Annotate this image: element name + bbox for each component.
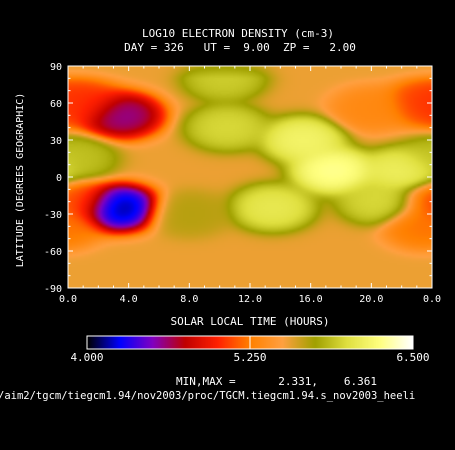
colorbar — [86, 335, 414, 350]
x-tick-label: 0.0 — [59, 294, 77, 305]
colorbar-max-label: 6.500 — [396, 351, 430, 364]
y-tick-label: -60 — [44, 247, 62, 258]
x-tick-label: 0.0 — [423, 294, 441, 305]
y-tick-label: 60 — [50, 99, 62, 110]
colorbar-mid-label: 5.250 — [233, 351, 267, 364]
x-tick-label: 20.0 — [359, 294, 383, 305]
file-path: /aim2/tgcm/tiegcm1.94/nov2003/proc/TGCM.… — [0, 390, 416, 402]
y-tick-label: -90 — [44, 284, 62, 295]
min-value: 2.331, — [278, 375, 318, 388]
y-axis-label: LATITUDE (DEGREES GEOGRAPHIC) — [15, 92, 26, 268]
y-tick-label: 0 — [56, 173, 62, 184]
y-tick-label: 90 — [50, 62, 62, 73]
chart-title: LOG10 ELECTRON DENSITY (cm-3) — [141, 27, 335, 40]
x-axis-label: SOLAR LOCAL TIME (HOURS) — [170, 315, 330, 328]
x-tick-label: 4.0 — [120, 294, 138, 305]
x-tick-label: 16.0 — [299, 294, 323, 305]
x-tick-label: 12.0 — [238, 294, 262, 305]
density-heatmap — [68, 66, 432, 288]
chart-subtitle: DAY = 326 UT = 9.00 ZP = 2.00 — [124, 41, 356, 54]
max-value: 6.361 — [343, 375, 377, 388]
colorbar-min-label: 4.000 — [70, 351, 104, 364]
plot-area — [67, 65, 433, 289]
y-tick-label: -30 — [44, 210, 62, 221]
minmax-label: MIN,MAX = — [176, 375, 236, 388]
y-axis: 90 60 30 0 -30 -60 -90 — [44, 62, 432, 295]
x-tick-label: 8.0 — [180, 294, 198, 305]
y-tick-label: 30 — [50, 136, 62, 147]
x-axis: 0.0 4.0 8.0 12.0 16.0 20.0 0.0 — [59, 66, 441, 305]
